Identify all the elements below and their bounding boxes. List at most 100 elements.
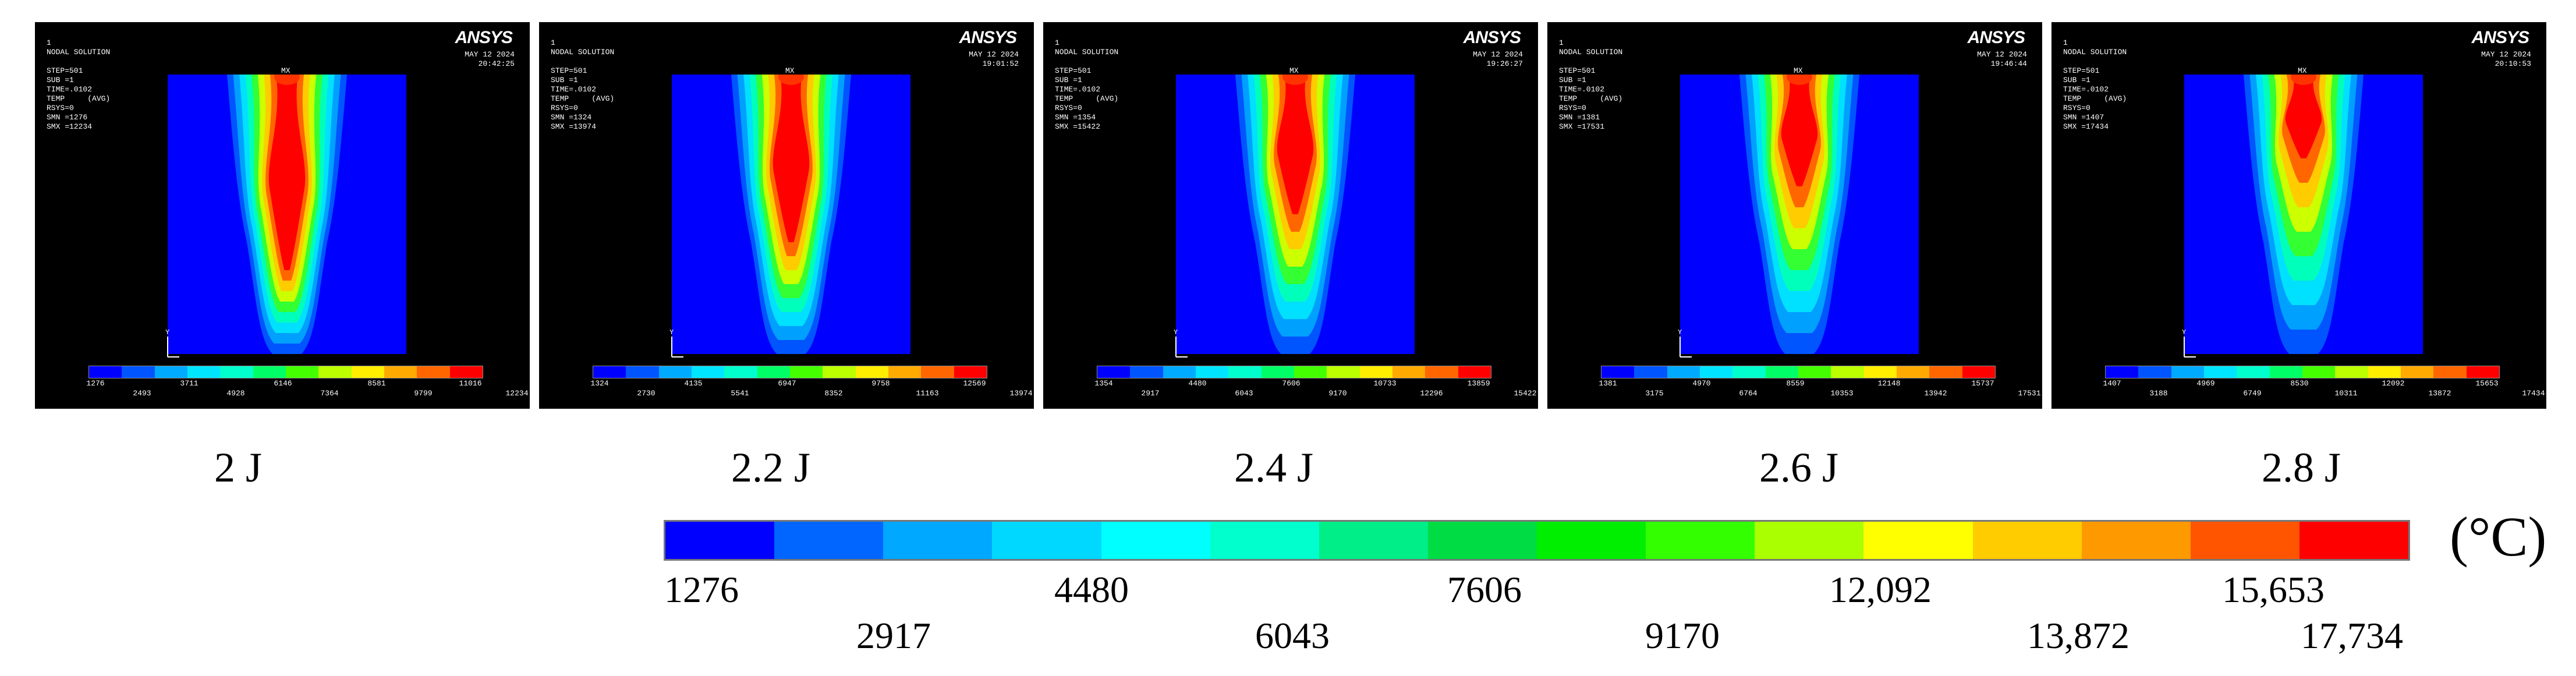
legend-swatch <box>888 366 922 378</box>
header-line: TEMP (AVG) <box>1559 94 1623 103</box>
colorbar-unit: (°C) <box>2450 505 2547 568</box>
header-line: SMX =17434 <box>2063 122 2109 131</box>
legend-value: 7364 <box>320 389 339 398</box>
colorbar-swatch <box>774 522 884 559</box>
legend-swatch <box>1294 366 1327 378</box>
legend-swatch <box>2106 366 2139 378</box>
legend-swatch <box>2335 366 2368 378</box>
date-text: MAY 12 2024 <box>1977 50 2027 59</box>
legend-value: 1324 <box>590 379 609 388</box>
header-line: SUB =1 <box>1559 76 1586 84</box>
contour-band <box>773 75 810 242</box>
contour-band <box>1277 75 1314 214</box>
legend-swatch <box>658 366 692 378</box>
header-line: TEMP (AVG) <box>2063 94 2127 103</box>
legend-swatch <box>1425 366 1458 378</box>
energy-label-2-2j: 2.2 J <box>731 444 811 491</box>
panel-legend-bar <box>88 366 483 378</box>
legend-value: 11163 <box>916 389 939 398</box>
legend-value: 12569 <box>963 379 986 388</box>
header-line <box>551 57 614 66</box>
header-line: 1 <box>551 38 555 47</box>
header-line: TEMP (AVG) <box>551 94 615 103</box>
temperature-contour-plot <box>672 75 910 354</box>
time-text: 20:10:53 <box>2494 59 2531 68</box>
simulation-panel: 1 NODAL SOLUTION STEP=501 SUB =1 TIME=.0102 T… <box>1043 22 1538 409</box>
legend-swatch <box>1195 366 1229 378</box>
header-line: RSYS=0 <box>1559 104 1586 112</box>
colorbar-swatch <box>2190 522 2299 559</box>
solution-header: 1 NODAL SOLUTION STEP=501 SUB =1 TIME=.0102 T… <box>1559 38 1622 132</box>
legend-swatch <box>1929 366 1962 378</box>
header-line: TIME=.0102 <box>551 85 597 94</box>
header-line: TEMP (AVG) <box>1055 94 1119 103</box>
legend-value: 6749 <box>2243 389 2262 398</box>
header-line: SMN =1381 <box>1559 113 1600 122</box>
colorbar-swatch <box>1101 522 1210 559</box>
temperature-contour-plot <box>2184 75 2423 354</box>
colorbar-swatch <box>1972 522 2082 559</box>
legend-value: 4928 <box>226 389 245 398</box>
legend-swatch <box>1699 366 1733 378</box>
colorbar-label: 9170 <box>1645 615 1720 656</box>
legend-swatch <box>2269 366 2302 378</box>
legend-swatch <box>823 366 856 378</box>
header-line <box>1559 57 1622 66</box>
svg-text:Y: Y <box>1678 328 1682 337</box>
legend-swatch <box>351 366 384 378</box>
legend-value: 8530 <box>2290 379 2309 388</box>
legend-value: 15737 <box>1971 379 1994 388</box>
colorbar-swatch <box>1427 522 1537 559</box>
header-line <box>2063 57 2127 66</box>
timestamp: MAY 12 2024 19:01:52 <box>969 50 1019 69</box>
energy-label-2-4j: 2.4 J <box>1234 444 1314 491</box>
contour-band <box>268 75 306 270</box>
date-text: MAY 12 2024 <box>465 50 515 59</box>
legend-value: 8352 <box>824 389 843 398</box>
temperature-contour-plot <box>1680 75 1919 354</box>
legend-swatch <box>1831 366 1864 378</box>
panel-legend-bar <box>1097 366 1491 378</box>
legend-value: 12092 <box>2382 379 2405 388</box>
legend-swatch <box>449 366 483 378</box>
legend-value: 11016 <box>459 379 482 388</box>
date-text: MAY 12 2024 <box>969 50 1019 59</box>
header-line: SUB =1 <box>47 76 74 84</box>
colorbar-label: 2917 <box>856 615 931 656</box>
legend-swatch <box>789 366 823 378</box>
ansys-logo: ANSYS <box>2471 28 2529 47</box>
colorbar-swatch <box>2081 522 2191 559</box>
energy-label-2-6j: 2.6 J <box>1759 444 1839 491</box>
legend-value: 17531 <box>2018 389 2041 398</box>
legend-swatch <box>1634 366 1667 378</box>
max-marker: MX <box>1289 66 1299 75</box>
max-marker: MX <box>1794 66 1803 75</box>
header-line: TIME=.0102 <box>2063 85 2109 94</box>
energy-label-2j: 2 J <box>214 444 263 491</box>
simulation-panel: 1 NODAL SOLUTION STEP=501 SUB =1 TIME=.0102 T… <box>539 22 1034 409</box>
legend-value: 13859 <box>1467 379 1490 388</box>
colorbar-label: 13,872 <box>2027 615 2129 656</box>
legend-swatch <box>122 366 155 378</box>
legend-swatch <box>1130 366 1163 378</box>
legend-value: 8559 <box>1786 379 1805 388</box>
legend-value: 6764 <box>1739 389 1758 398</box>
solution-header: 1 NODAL SOLUTION STEP=501 SUB =1 TIME=.0102 T… <box>47 38 110 132</box>
colorbar-swatch <box>1755 522 1864 559</box>
header-line: NODAL SOLUTION <box>2063 48 2127 56</box>
legend-swatch <box>1962 366 1995 378</box>
legend-swatch <box>1392 366 1426 378</box>
colorbar-label: 17,734 <box>2301 615 2403 656</box>
header-line: NODAL SOLUTION <box>1055 48 1119 56</box>
header-line <box>47 57 110 66</box>
contour-band <box>2285 75 2322 158</box>
header-line: NODAL SOLUTION <box>551 48 615 56</box>
header-line: TIME=.0102 <box>1055 85 1101 94</box>
energy-label-2-8j: 2.8 J <box>2262 444 2341 491</box>
legend-value: 10353 <box>1830 389 1854 398</box>
legend-swatch <box>1732 366 1766 378</box>
legend-swatch <box>2171 366 2204 378</box>
date-text: MAY 12 2024 <box>1473 50 1523 59</box>
header-line: SMN =1276 <box>47 113 88 122</box>
legend-swatch <box>1327 366 1360 378</box>
